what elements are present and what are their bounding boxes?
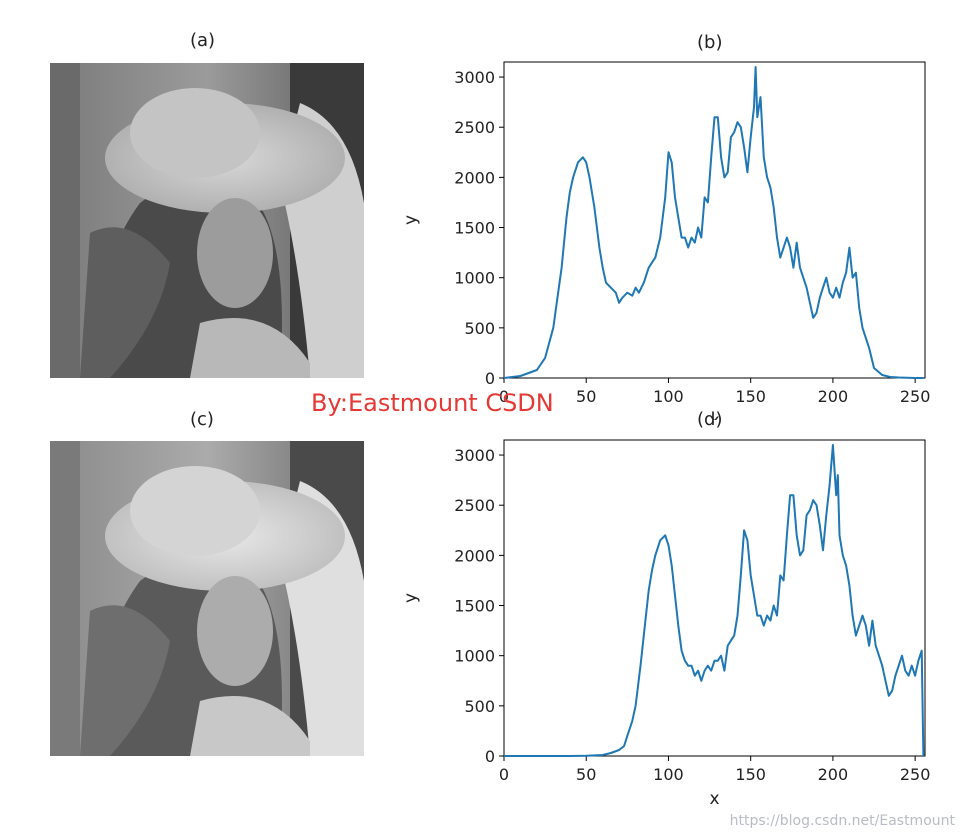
y-tick-label: 0 [485, 747, 495, 766]
y-tick-label: 3000 [454, 446, 495, 465]
axes-frame [503, 439, 926, 757]
x-tick-label: 200 [818, 387, 849, 406]
y-tick-label: 1000 [454, 269, 495, 288]
x-tick-label: 100 [653, 387, 684, 406]
panel-a-title: (a) [190, 30, 216, 51]
image-original [50, 63, 364, 378]
x-tick-label: 50 [576, 387, 596, 406]
x-tick-label: 250 [900, 765, 931, 784]
panel-b-title: (b) [697, 32, 723, 53]
y-tick-label: 1500 [454, 597, 495, 616]
x-tick-label: 0 [499, 387, 509, 406]
y-tick-label: 2000 [454, 168, 495, 187]
histogram-line-d-0 [504, 444, 925, 757]
y-tick-label: 2500 [454, 496, 495, 515]
y-tick-label: 1500 [454, 219, 495, 238]
x-tick-label: 150 [735, 387, 766, 406]
image-enhanced [50, 441, 364, 756]
portrait-image-c [50, 441, 364, 756]
histogram-line-b-0 [503, 66, 924, 379]
y-tick-label: 500 [464, 319, 495, 338]
y-tick-label: 1000 [454, 647, 495, 666]
axes-frame [503, 61, 926, 379]
x-axis-label: x [709, 789, 719, 809]
histogram-chart-b: 050100150200250050010001500200025003000x… [401, 61, 931, 420]
y-axis-label: y [401, 593, 421, 603]
x-tick-label: 100 [653, 765, 684, 784]
panel-c-title: (c) [190, 409, 214, 430]
x-tick-label: 250 [900, 387, 931, 406]
y-tick-label: 2000 [454, 546, 495, 565]
x-tick-label: 0 [499, 765, 509, 784]
histogram-chart-d: 0 50 100 150 200 250050010001500200025003000x… [401, 439, 931, 809]
panel-d-title: (d) [697, 409, 723, 430]
x-tick-label: 50 [576, 765, 596, 784]
portrait-image-a [50, 63, 364, 378]
x-tick-label: 200 [818, 765, 849, 784]
y-tick-label: 500 [464, 697, 495, 716]
credit-text: https://blog.csdn.net/Eastmount [729, 813, 955, 829]
y-tick-label: 3000 [454, 68, 495, 87]
y-tick-label: 2500 [454, 118, 495, 137]
y-tick-label: 0 [485, 369, 495, 388]
y-axis-label: y [401, 215, 421, 225]
watermark-text: By:Eastmount CSDN [311, 389, 554, 417]
x-axis-label: x [709, 411, 719, 420]
x-tick-label: 150 [735, 765, 766, 784]
